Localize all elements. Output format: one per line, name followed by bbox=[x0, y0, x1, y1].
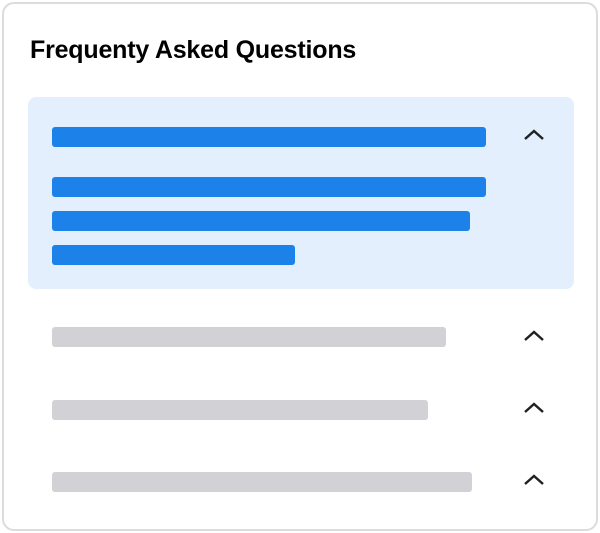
answer-line-placeholder bbox=[52, 211, 470, 231]
chevron-up-icon[interactable] bbox=[522, 401, 546, 415]
chevron-up-icon[interactable] bbox=[522, 329, 546, 343]
chevron-up-icon[interactable] bbox=[522, 128, 546, 142]
answer-line-placeholder bbox=[52, 177, 486, 197]
page-title: Frequenty Asked Questions bbox=[30, 36, 357, 64]
answer-line-placeholder bbox=[52, 245, 295, 265]
faq-item-question-placeholder[interactable] bbox=[52, 400, 428, 420]
question-placeholder[interactable] bbox=[52, 127, 486, 147]
chevron-up-icon[interactable] bbox=[522, 473, 546, 487]
faq-item-question-placeholder[interactable] bbox=[52, 472, 472, 492]
faq-item-question-placeholder[interactable] bbox=[52, 327, 446, 347]
